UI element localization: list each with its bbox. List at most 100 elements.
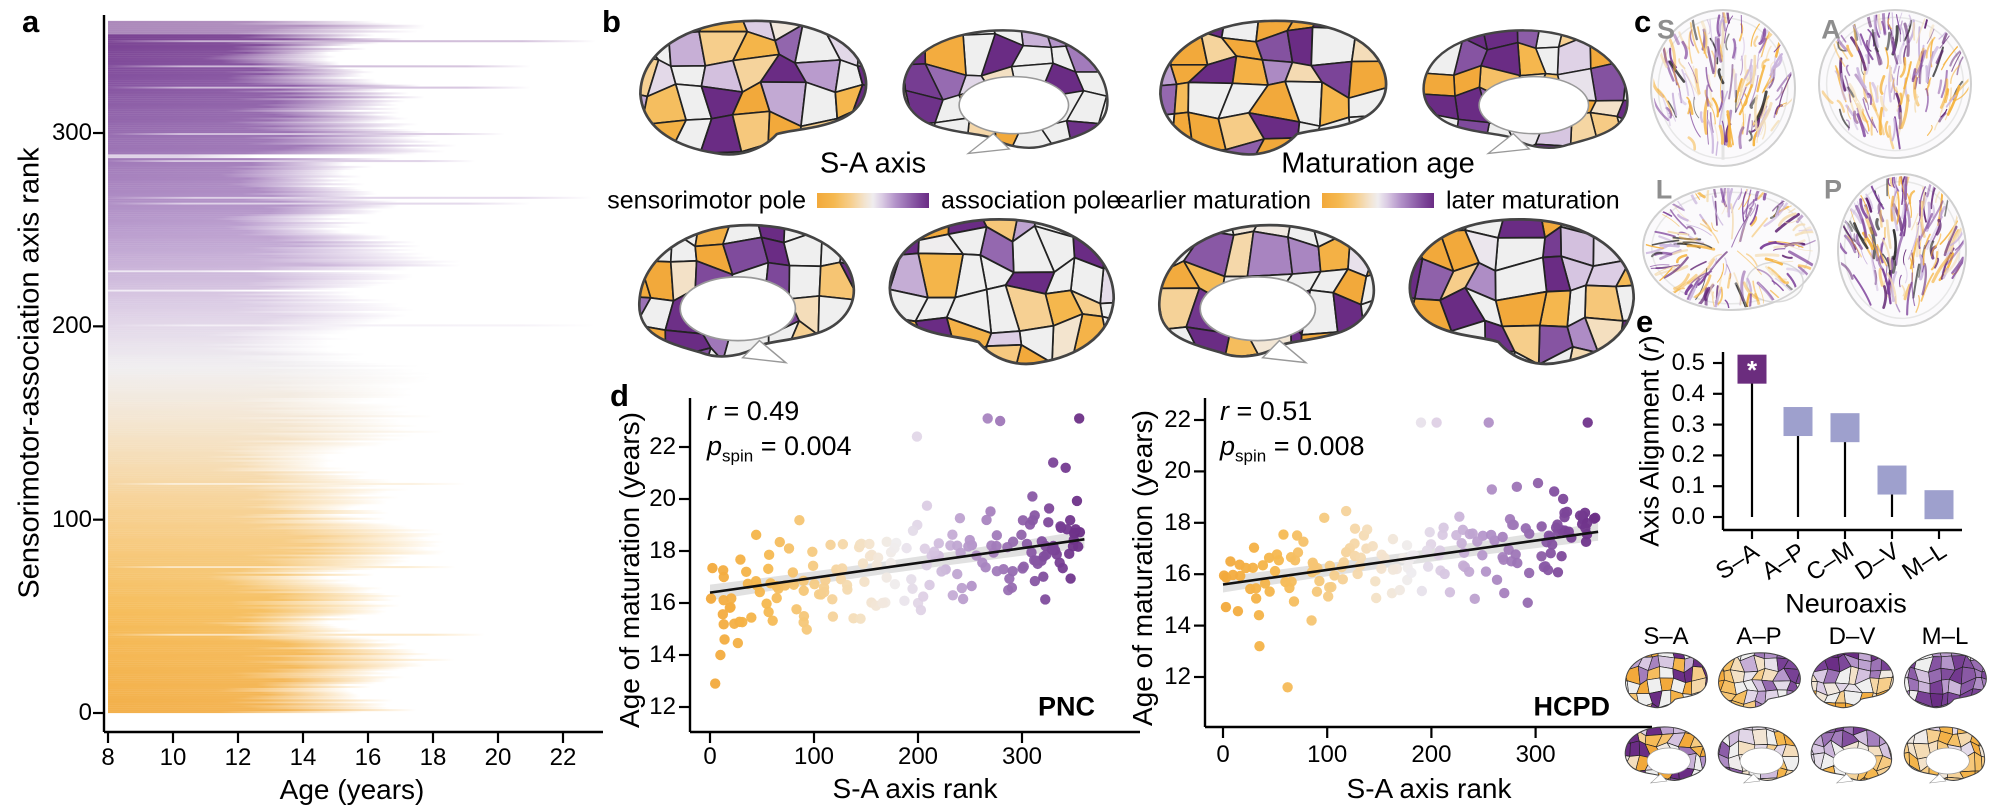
- pnc-y-tick-label: 22: [649, 433, 676, 460]
- a-x-tick-label: 14: [289, 744, 317, 771]
- hcpd-y-tick-label: 14: [1164, 611, 1191, 639]
- pnc-y-tick-label: 12: [649, 693, 676, 720]
- neuroaxis-brain-lateral: [1811, 652, 1894, 709]
- r-value: = 0.49: [716, 396, 800, 426]
- maturation-colorbar: [1322, 193, 1434, 208]
- sa-axis-brain-map: [638, 223, 856, 364]
- a-x-tick-label: 12: [224, 744, 252, 771]
- p-subscript: spin: [722, 446, 754, 466]
- significance-asterisk: *: [1746, 355, 1758, 385]
- glass-view-anterior-label: A: [1821, 14, 1841, 45]
- scatter-plot-HCPD: [1194, 398, 1652, 738]
- neuroaxis-brain-label: M–L: [1921, 623, 1969, 650]
- glass-brain-anterior: [1818, 9, 1972, 159]
- scatter-axes: [679, 398, 1140, 743]
- neuroaxis-brain-medial: [1717, 726, 1800, 784]
- neuroaxis-brain-lateral: [1718, 652, 1801, 709]
- neuroaxis-brain-lateral: [1904, 652, 1987, 709]
- panel-e-label: e: [1636, 304, 1654, 339]
- neuroaxis-brain-medial: [1903, 726, 1986, 784]
- a-x-tick-label: 10: [159, 744, 187, 771]
- sa-axis-title: S-A axis: [819, 147, 927, 180]
- scatter-plot-PNC: [679, 398, 1140, 743]
- r-value: = 0.51: [1229, 396, 1313, 426]
- maturation-age-brain-map: [1408, 218, 1636, 366]
- a-y-tick-label: 200: [51, 312, 92, 340]
- scatter-axes: [1194, 398, 1652, 738]
- pnc-y-tick-label: 16: [649, 589, 676, 616]
- pnc-y-tick-label: 20: [649, 485, 676, 512]
- panel-c-label: c: [1634, 4, 1652, 39]
- glass-view-posterior-label: P: [1823, 174, 1843, 205]
- p-symbol: p: [1220, 431, 1236, 461]
- p-value: = 0.004: [753, 431, 852, 461]
- hcpd-stats: r = 0.51 pspin = 0.008: [1220, 394, 1365, 473]
- hcpd-x-tick-label: 200: [1411, 741, 1452, 768]
- e-ylabel-r: r: [1634, 344, 1665, 354]
- e-y-tick-label: 0.3: [1671, 410, 1705, 438]
- mat-cbar-right-label: later maturation: [1446, 186, 1620, 215]
- scatter-points: [705, 413, 1086, 689]
- panel-b-label: b: [602, 4, 621, 39]
- e-y-tick-label: 0.4: [1671, 379, 1705, 407]
- pnc-y-axis-label: Age of maturation (years): [614, 412, 645, 728]
- hcpd-x-tick-label: 300: [1515, 741, 1556, 768]
- pnc-x-tick-label: 0: [703, 743, 717, 770]
- e-y-tick-label: 0.2: [1671, 441, 1705, 469]
- e-y-tick-label: 0.0: [1671, 503, 1705, 530]
- mat-cbar-left-label: earlier maturation: [1116, 186, 1311, 215]
- glass-brain-superior: [1650, 9, 1796, 167]
- e-x-axis-label: Neuroaxis: [1785, 588, 1907, 619]
- a-x-tick-label: 8: [101, 744, 115, 771]
- a-x-axis-label: Age (years): [279, 774, 425, 805]
- sa-axis-colorbar: [817, 193, 929, 208]
- hcpd-y-tick-label: 18: [1164, 508, 1191, 536]
- sa-cbar-left-label: sensorimotor pole: [607, 186, 806, 215]
- maturation-age-brain-map: [1158, 223, 1376, 364]
- hcpd-y-axis-label: Age of maturation (years): [1127, 410, 1158, 726]
- pnc-p-stat: pspin = 0.004: [707, 429, 852, 473]
- panel-a-plot: [93, 15, 603, 743]
- glass-view-left-label: L: [1655, 174, 1673, 205]
- pnc-dataset-label: PNC: [1037, 691, 1095, 722]
- a-y-tick-label: 100: [51, 505, 92, 533]
- pnc-stats: r = 0.49 pspin = 0.004: [707, 394, 852, 473]
- hcpd-y-tick-label: 20: [1164, 457, 1191, 485]
- a-x-tick-label: 16: [354, 744, 382, 771]
- neuroaxis-brain-label: S–A: [1643, 623, 1689, 650]
- e-y-tick-label: 0.5: [1671, 349, 1705, 376]
- a-x-tick-label: 18: [419, 744, 447, 771]
- hcpd-r-stat: r = 0.51: [1220, 394, 1365, 429]
- glass-brain-posterior: [1837, 173, 1967, 327]
- p-value: = 0.008: [1266, 431, 1365, 461]
- a-x-tick-label: 20: [484, 744, 512, 771]
- a-axes: [93, 15, 603, 743]
- hcpd-y-tick-label: 16: [1164, 560, 1191, 588]
- panel-a-label: a: [22, 4, 40, 39]
- sa-cbar-right-label: association pole: [941, 186, 1121, 215]
- pnc-x-tick-label: 200: [897, 743, 939, 770]
- glass-brain-left: [1642, 185, 1820, 311]
- hcpd-dataset-label: HCPD: [1533, 691, 1610, 722]
- pnc-x-tick-label: 300: [1001, 743, 1043, 770]
- pnc-x-tick-label: 100: [793, 743, 835, 770]
- panel-d-label: d: [610, 378, 629, 413]
- a-y-axis-label: Sensorimotor-association axis rank: [13, 147, 46, 599]
- scatter-points: [1218, 417, 1601, 693]
- e-y-axis-label: Axis Alignment (r): [1634, 335, 1665, 547]
- r-symbol: r: [707, 396, 716, 426]
- pnc-y-tick-label: 18: [649, 537, 676, 564]
- a-y-tick-label: 0: [78, 699, 92, 726]
- p-symbol: p: [707, 431, 723, 461]
- hcpd-x-axis-label: S-A axis rank: [1346, 773, 1512, 804]
- hcpd-x-tick-label: 0: [1216, 741, 1230, 768]
- hcpd-p-stat: pspin = 0.008: [1220, 429, 1365, 473]
- pnc-r-stat: r = 0.49: [707, 394, 852, 429]
- e-ylabel-post: ): [1634, 335, 1665, 345]
- neuroaxis-brain-label: A–P: [1736, 623, 1782, 650]
- pnc-x-axis-label: S-A axis rank: [832, 773, 998, 804]
- neuroaxis-brain-lateral: [1625, 652, 1708, 709]
- pnc-y-tick-label: 14: [649, 641, 676, 668]
